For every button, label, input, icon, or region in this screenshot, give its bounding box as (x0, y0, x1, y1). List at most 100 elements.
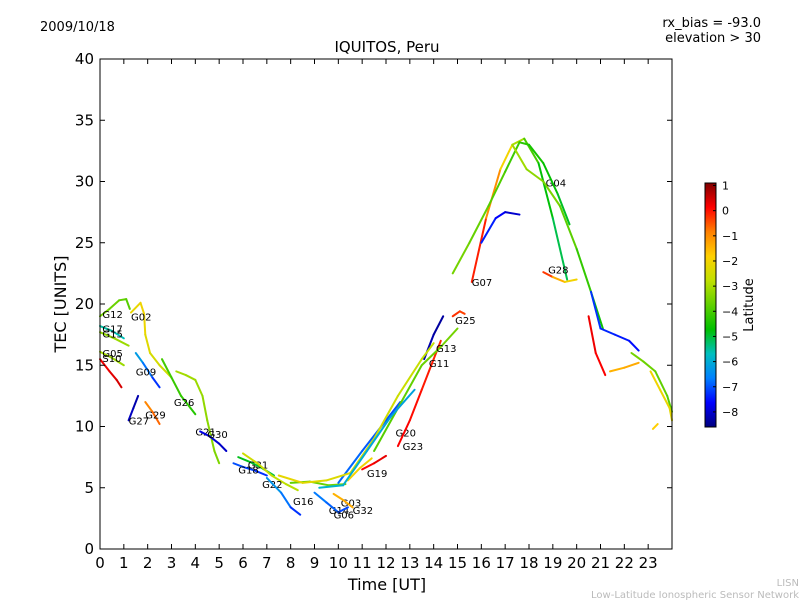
tec-trace-g15 (99, 331, 130, 347)
tec-segment (599, 327, 616, 336)
tec-segment (408, 388, 423, 422)
tec-segment (256, 462, 273, 477)
tec-segment (99, 331, 116, 340)
tec-trace-g05 (99, 350, 125, 367)
tec-segment (349, 437, 376, 475)
tec-segment (149, 352, 161, 367)
tec-segment (134, 352, 144, 364)
tec-trace-g21 (175, 370, 221, 465)
tec-segment (242, 452, 259, 465)
tec-trace-g12 (99, 298, 131, 318)
tec-segment (528, 143, 545, 165)
tec-segment (125, 298, 131, 310)
tec-trace-unlabeled-35 (649, 370, 673, 422)
tec-trace-unlabeled-36 (651, 423, 659, 430)
tec-trace-unlabeled-38 (318, 388, 416, 489)
tec-segment (504, 141, 521, 173)
prn-label-g12: G12 (102, 310, 122, 321)
tec-trace-unlabeled-29 (451, 141, 571, 275)
tec-trace-g32 (346, 457, 373, 482)
colorbar-label: Latitude (742, 278, 757, 332)
tec-segment (613, 333, 631, 342)
tec-segment (420, 358, 435, 391)
colorbar-tick-label: −1 (722, 230, 738, 243)
tec-segment (420, 345, 442, 367)
tec-segment (542, 180, 561, 207)
y-tick-label: 35 (75, 111, 94, 129)
tec-segment (373, 394, 399, 440)
plot-area: G12G17G15G05S10G02G09G27G29G26G21G30G18G… (99, 137, 673, 522)
tec-segment (184, 374, 197, 381)
prn-label-g23: G23 (403, 442, 423, 453)
tec-segment (558, 205, 578, 250)
tec-segment (118, 298, 128, 302)
prn-label-g17: G17 (102, 325, 122, 336)
tec-segment (99, 307, 111, 318)
y-tick-label: 10 (75, 418, 94, 436)
y-tick-label: 30 (75, 173, 94, 191)
tec-segment (242, 465, 256, 472)
tec-segment (249, 461, 264, 470)
tec-segment (504, 211, 521, 216)
tec-segment (628, 339, 640, 352)
tec-segment (480, 217, 497, 244)
x-tick-label: 3 (167, 554, 177, 572)
tec-segment (358, 457, 373, 470)
tec-segment (451, 241, 471, 275)
colorbar-tick-label: −2 (722, 255, 738, 268)
x-tick-label: 15 (448, 554, 467, 572)
prn-label-g02: G02 (131, 312, 151, 323)
tec-segment (563, 278, 578, 283)
prn-label-g07: G07 (472, 278, 492, 289)
tec-segment (113, 337, 130, 347)
elevation-label: elevation > 30 (665, 31, 761, 46)
tec-segment (499, 143, 514, 171)
tec-segment (232, 462, 244, 468)
tec-segment (342, 499, 354, 509)
tec-segment (494, 211, 507, 220)
x-tick-label: 7 (262, 554, 272, 572)
colorbar-tick-label: −4 (722, 305, 738, 318)
y-tick-label: 15 (75, 356, 94, 374)
tec-trace-g28 (542, 271, 578, 283)
y-tick-label: 5 (84, 479, 94, 497)
tec-segment (208, 435, 221, 445)
tec-segment (609, 366, 626, 373)
prn-label-g18: G18 (238, 465, 258, 476)
tec-segment (141, 361, 154, 379)
tec-segment (623, 361, 640, 369)
tec-segment (432, 315, 445, 336)
x-axis-label: Time [UT] (347, 575, 426, 594)
tec-segment (575, 247, 592, 293)
chart-title: IQUITOS, Peru (334, 38, 439, 56)
tec-segment (301, 479, 328, 484)
tec-segment (284, 483, 299, 492)
colorbar-gradient (704, 182, 717, 428)
colorbar-tick-label: −8 (722, 406, 738, 419)
tec-segment (594, 352, 607, 377)
y-tick-label: 25 (75, 234, 94, 252)
tec-segment (115, 378, 123, 389)
y-tick-label: 40 (75, 50, 94, 68)
tec-trace-g16 (265, 476, 302, 516)
tec-trace-unlabeled-32 (587, 315, 607, 377)
x-tick-label: 14 (424, 554, 443, 572)
prn-label-g28: G28 (548, 266, 568, 277)
tec-segment (666, 394, 673, 413)
tec-segment (213, 450, 221, 465)
tec-segment (651, 423, 659, 430)
tec-segment (265, 476, 283, 494)
tec-segment (337, 450, 364, 484)
tec-segment (270, 474, 287, 486)
tec-segment (206, 419, 216, 452)
tec-segment (487, 170, 507, 207)
tec-segment (537, 162, 554, 220)
tec-segment (630, 352, 645, 363)
tec-segment (189, 407, 197, 416)
tec-segment (396, 358, 423, 397)
x-tick-label: 19 (543, 554, 562, 572)
prn-label-g15: G15 (102, 329, 122, 340)
axes: 0 1 2 3 4 5 6 7 8 9 10 11 12 13 14 15 16 17 18 19 20 21 22 2305… (75, 50, 672, 572)
prn-label-g03: G03 (341, 498, 361, 509)
tec-segment (518, 141, 530, 146)
